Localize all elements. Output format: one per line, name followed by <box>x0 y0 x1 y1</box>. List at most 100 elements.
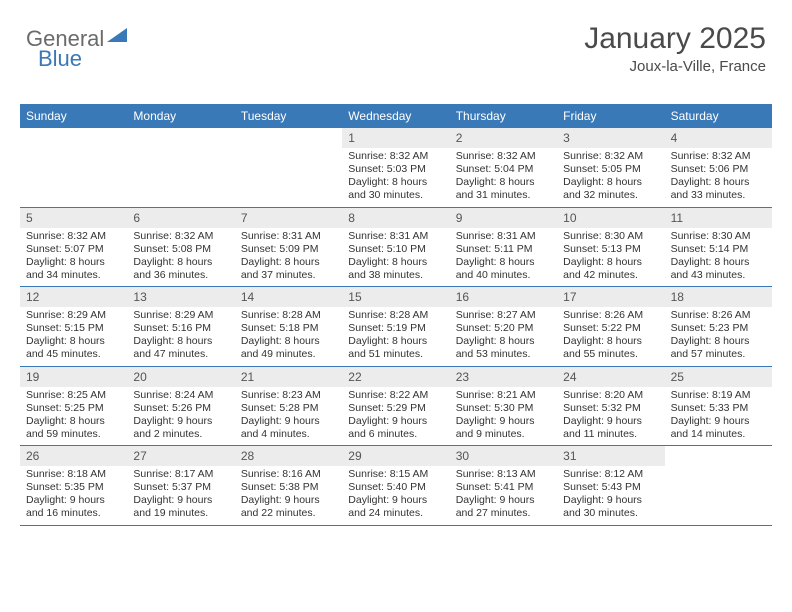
day-cell: 6Sunrise: 8:32 AMSunset: 5:08 PMDaylight… <box>127 208 234 287</box>
day-cell: 2Sunrise: 8:32 AMSunset: 5:04 PMDaylight… <box>450 128 557 207</box>
day-cell <box>20 128 127 207</box>
day-details: Sunrise: 8:31 AMSunset: 5:10 PMDaylight:… <box>342 228 449 287</box>
day-details: Sunrise: 8:18 AMSunset: 5:35 PMDaylight:… <box>20 466 127 525</box>
day-details: Sunrise: 8:17 AMSunset: 5:37 PMDaylight:… <box>127 466 234 525</box>
day-details: Sunrise: 8:32 AMSunset: 5:04 PMDaylight:… <box>450 148 557 207</box>
day-cell: 15Sunrise: 8:28 AMSunset: 5:19 PMDayligh… <box>342 287 449 366</box>
calendar: SundayMondayTuesdayWednesdayThursdayFrid… <box>20 104 772 526</box>
day-cell: 3Sunrise: 8:32 AMSunset: 5:05 PMDaylight… <box>557 128 664 207</box>
day-details: Sunrise: 8:30 AMSunset: 5:13 PMDaylight:… <box>557 228 664 287</box>
day-details: Sunrise: 8:19 AMSunset: 5:33 PMDaylight:… <box>665 387 772 446</box>
day-details: Sunrise: 8:29 AMSunset: 5:16 PMDaylight:… <box>127 307 234 366</box>
day-number: 20 <box>127 367 234 387</box>
day-cell: 19Sunrise: 8:25 AMSunset: 5:25 PMDayligh… <box>20 367 127 446</box>
day-number: 14 <box>235 287 342 307</box>
weeks-container: 1Sunrise: 8:32 AMSunset: 5:03 PMDaylight… <box>20 128 772 526</box>
day-details: Sunrise: 8:25 AMSunset: 5:25 PMDaylight:… <box>20 387 127 446</box>
day-cell: 12Sunrise: 8:29 AMSunset: 5:15 PMDayligh… <box>20 287 127 366</box>
day-details: Sunrise: 8:20 AMSunset: 5:32 PMDaylight:… <box>557 387 664 446</box>
month-title: January 2025 <box>584 22 766 56</box>
day-cell: 27Sunrise: 8:17 AMSunset: 5:37 PMDayligh… <box>127 446 234 525</box>
day-details: Sunrise: 8:27 AMSunset: 5:20 PMDaylight:… <box>450 307 557 366</box>
day-details: Sunrise: 8:26 AMSunset: 5:23 PMDaylight:… <box>665 307 772 366</box>
day-number: 15 <box>342 287 449 307</box>
day-number: 9 <box>450 208 557 228</box>
day-cell: 14Sunrise: 8:28 AMSunset: 5:18 PMDayligh… <box>235 287 342 366</box>
day-cell: 4Sunrise: 8:32 AMSunset: 5:06 PMDaylight… <box>665 128 772 207</box>
day-cell: 22Sunrise: 8:22 AMSunset: 5:29 PMDayligh… <box>342 367 449 446</box>
weekday-header: Saturday <box>665 104 772 128</box>
day-number: 6 <box>127 208 234 228</box>
day-cell: 31Sunrise: 8:12 AMSunset: 5:43 PMDayligh… <box>557 446 664 525</box>
week-row: 19Sunrise: 8:25 AMSunset: 5:25 PMDayligh… <box>20 367 772 447</box>
day-number: 18 <box>665 287 772 307</box>
day-number: 3 <box>557 128 664 148</box>
weekday-header: Monday <box>127 104 234 128</box>
week-row: 1Sunrise: 8:32 AMSunset: 5:03 PMDaylight… <box>20 128 772 208</box>
day-cell: 5Sunrise: 8:32 AMSunset: 5:07 PMDaylight… <box>20 208 127 287</box>
day-details: Sunrise: 8:16 AMSunset: 5:38 PMDaylight:… <box>235 466 342 525</box>
day-cell: 16Sunrise: 8:27 AMSunset: 5:20 PMDayligh… <box>450 287 557 366</box>
day-number: 27 <box>127 446 234 466</box>
day-cell: 30Sunrise: 8:13 AMSunset: 5:41 PMDayligh… <box>450 446 557 525</box>
day-cell: 23Sunrise: 8:21 AMSunset: 5:30 PMDayligh… <box>450 367 557 446</box>
day-cell: 10Sunrise: 8:30 AMSunset: 5:13 PMDayligh… <box>557 208 664 287</box>
day-number: 17 <box>557 287 664 307</box>
day-details: Sunrise: 8:28 AMSunset: 5:18 PMDaylight:… <box>235 307 342 366</box>
day-details: Sunrise: 8:32 AMSunset: 5:07 PMDaylight:… <box>20 228 127 287</box>
day-number: 12 <box>20 287 127 307</box>
weekday-header: Friday <box>557 104 664 128</box>
day-number: 25 <box>665 367 772 387</box>
day-cell: 13Sunrise: 8:29 AMSunset: 5:16 PMDayligh… <box>127 287 234 366</box>
day-cell: 29Sunrise: 8:15 AMSunset: 5:40 PMDayligh… <box>342 446 449 525</box>
weekday-header: Sunday <box>20 104 127 128</box>
day-cell: 20Sunrise: 8:24 AMSunset: 5:26 PMDayligh… <box>127 367 234 446</box>
day-cell: 25Sunrise: 8:19 AMSunset: 5:33 PMDayligh… <box>665 367 772 446</box>
day-details: Sunrise: 8:23 AMSunset: 5:28 PMDaylight:… <box>235 387 342 446</box>
header-right: January 2025 Joux-la-Ville, France <box>584 22 766 75</box>
logo-text-2: Blue <box>38 46 82 72</box>
day-cell: 26Sunrise: 8:18 AMSunset: 5:35 PMDayligh… <box>20 446 127 525</box>
week-row: 12Sunrise: 8:29 AMSunset: 5:15 PMDayligh… <box>20 287 772 367</box>
day-details: Sunrise: 8:13 AMSunset: 5:41 PMDaylight:… <box>450 466 557 525</box>
day-number: 5 <box>20 208 127 228</box>
weekday-header: Tuesday <box>235 104 342 128</box>
day-details: Sunrise: 8:32 AMSunset: 5:08 PMDaylight:… <box>127 228 234 287</box>
logo-line2: Blue <box>38 46 82 72</box>
day-details: Sunrise: 8:28 AMSunset: 5:19 PMDaylight:… <box>342 307 449 366</box>
day-cell: 1Sunrise: 8:32 AMSunset: 5:03 PMDaylight… <box>342 128 449 207</box>
weekday-header-row: SundayMondayTuesdayWednesdayThursdayFrid… <box>20 104 772 128</box>
day-number: 13 <box>127 287 234 307</box>
day-number: 22 <box>342 367 449 387</box>
day-details: Sunrise: 8:26 AMSunset: 5:22 PMDaylight:… <box>557 307 664 366</box>
day-cell: 7Sunrise: 8:31 AMSunset: 5:09 PMDaylight… <box>235 208 342 287</box>
day-details: Sunrise: 8:15 AMSunset: 5:40 PMDaylight:… <box>342 466 449 525</box>
day-details: Sunrise: 8:32 AMSunset: 5:03 PMDaylight:… <box>342 148 449 207</box>
day-cell: 21Sunrise: 8:23 AMSunset: 5:28 PMDayligh… <box>235 367 342 446</box>
day-details: Sunrise: 8:32 AMSunset: 5:06 PMDaylight:… <box>665 148 772 207</box>
day-details: Sunrise: 8:32 AMSunset: 5:05 PMDaylight:… <box>557 148 664 207</box>
day-number: 31 <box>557 446 664 466</box>
day-number: 29 <box>342 446 449 466</box>
day-cell: 9Sunrise: 8:31 AMSunset: 5:11 PMDaylight… <box>450 208 557 287</box>
day-number: 11 <box>665 208 772 228</box>
day-number: 24 <box>557 367 664 387</box>
day-number: 28 <box>235 446 342 466</box>
day-number: 10 <box>557 208 664 228</box>
day-cell <box>127 128 234 207</box>
logo-triangle-icon <box>107 28 127 44</box>
day-number: 4 <box>665 128 772 148</box>
day-number: 2 <box>450 128 557 148</box>
weekday-header: Wednesday <box>342 104 449 128</box>
day-details: Sunrise: 8:24 AMSunset: 5:26 PMDaylight:… <box>127 387 234 446</box>
day-details: Sunrise: 8:31 AMSunset: 5:09 PMDaylight:… <box>235 228 342 287</box>
day-cell: 18Sunrise: 8:26 AMSunset: 5:23 PMDayligh… <box>665 287 772 366</box>
location-label: Joux-la-Ville, France <box>584 58 766 75</box>
day-cell <box>235 128 342 207</box>
day-cell: 17Sunrise: 8:26 AMSunset: 5:22 PMDayligh… <box>557 287 664 366</box>
day-number: 30 <box>450 446 557 466</box>
weekday-header: Thursday <box>450 104 557 128</box>
week-row: 26Sunrise: 8:18 AMSunset: 5:35 PMDayligh… <box>20 446 772 526</box>
day-cell <box>665 446 772 525</box>
day-details: Sunrise: 8:12 AMSunset: 5:43 PMDaylight:… <box>557 466 664 525</box>
